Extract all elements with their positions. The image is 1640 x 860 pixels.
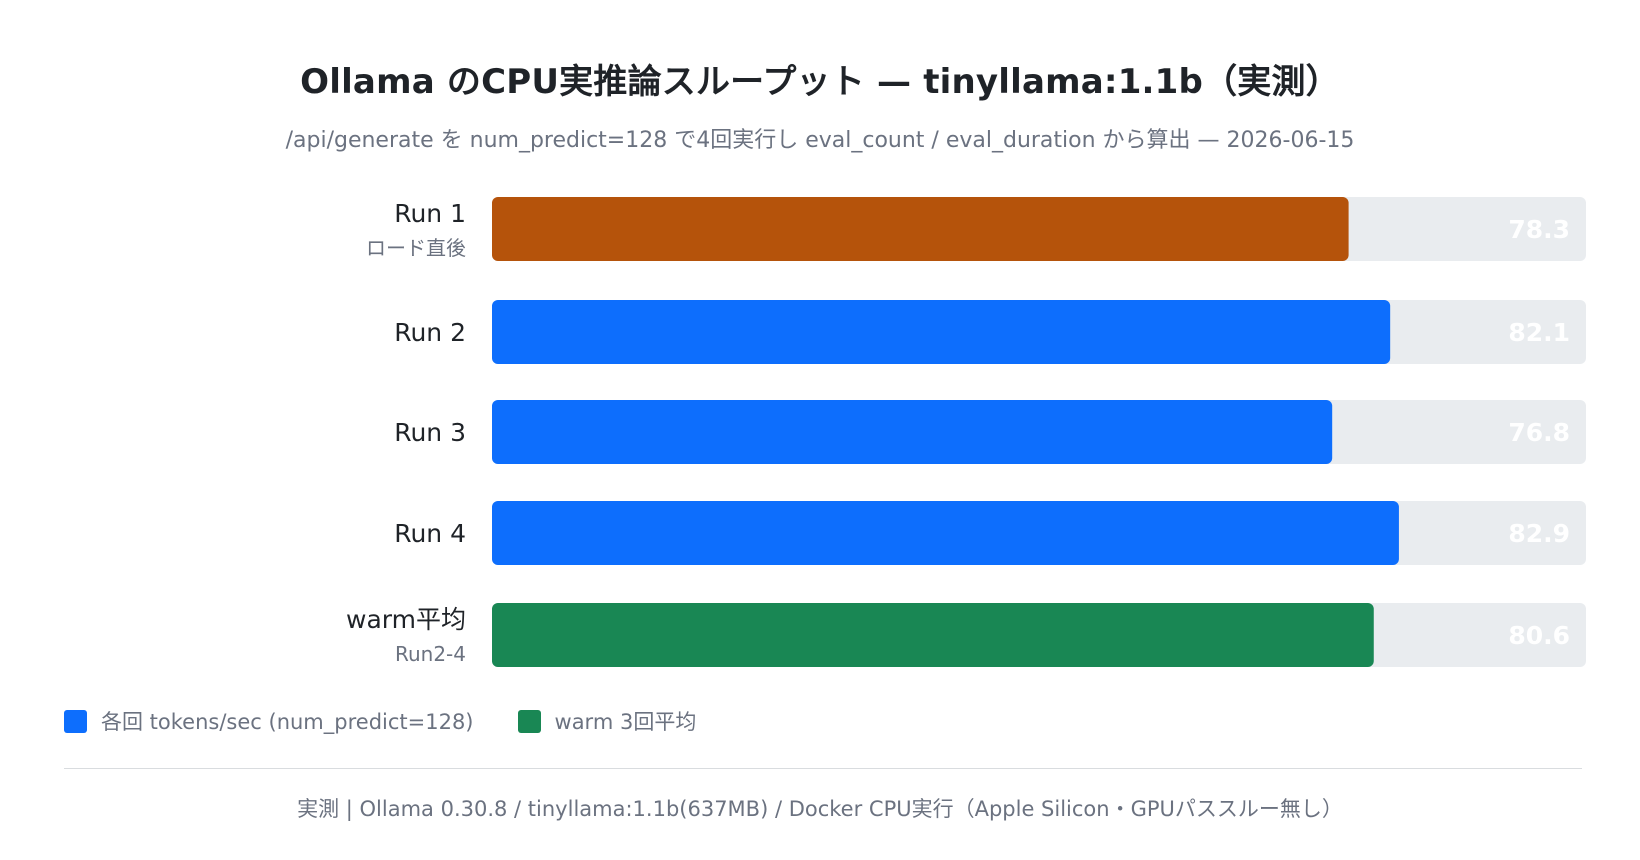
data-label: 82.1 xyxy=(1508,318,1570,347)
data-label: 80.6 xyxy=(1508,621,1570,650)
legend-item-average: warm 3回平均 xyxy=(517,706,697,736)
bar xyxy=(492,300,1391,364)
category-label: warm平均 xyxy=(346,605,466,634)
chart-subtitle: /api/generate を num_predict=128 で4回実行し e… xyxy=(285,128,1355,153)
legend-label-average: warm 3回平均 xyxy=(554,710,697,734)
data-label: 78.3 xyxy=(1508,215,1570,244)
chart-title: Ollama のCPU実推論スループット — tinyllama:1.1b（実測… xyxy=(300,62,1340,102)
data-label: 82.9 xyxy=(1508,519,1570,548)
category-sublabel: ロード直後 xyxy=(366,236,466,260)
bar xyxy=(492,501,1399,565)
legend: 各回 tokens/sec (num_predict=128) warm 3回平… xyxy=(64,706,740,736)
legend-item-runs: 各回 tokens/sec (num_predict=128) xyxy=(64,706,474,736)
category-label: Run 2 xyxy=(394,318,466,347)
bar xyxy=(492,603,1374,667)
bar-chart: 78.3 Run 1 ロード直後 82.1 Run 2 76.8 Run 3 82.9 Run … xyxy=(346,197,1586,667)
legend-swatch-average xyxy=(517,709,541,733)
data-label: 76.8 xyxy=(1508,418,1570,447)
bar xyxy=(492,197,1349,261)
bar xyxy=(492,400,1333,464)
footer-divider xyxy=(64,768,1582,769)
category-label: Run 3 xyxy=(394,418,466,447)
category-label: Run 1 xyxy=(394,199,466,228)
category-label: Run 4 xyxy=(394,519,466,548)
category-sublabel: Run2-4 xyxy=(395,642,466,666)
legend-label-runs: 各回 tokens/sec (num_predict=128) xyxy=(101,710,474,734)
footer-note: 実測 | Ollama 0.30.8 / tinyllama:1.1b(637M… xyxy=(297,797,1343,821)
legend-swatch-runs xyxy=(64,709,87,733)
